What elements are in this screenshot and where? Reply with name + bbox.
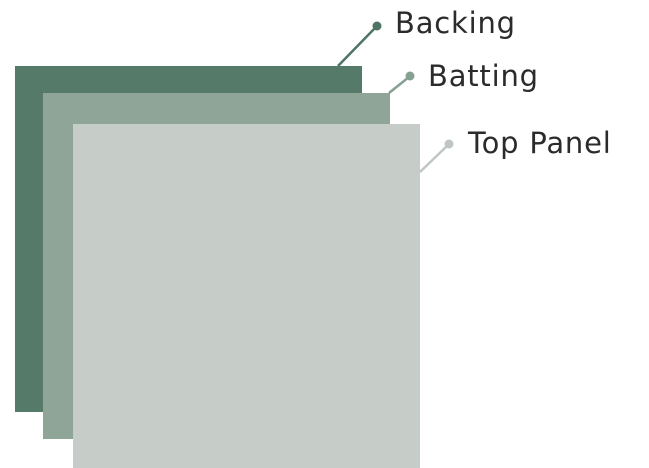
top-panel-label: Top Panel — [468, 126, 612, 160]
backing-label: Backing — [395, 6, 516, 40]
top-panel-layer — [73, 124, 420, 468]
top-panel-leader-dot — [444, 139, 454, 149]
batting-leader-line — [388, 76, 410, 94]
batting-leader-dot — [405, 71, 415, 81]
batting-label: Batting — [428, 59, 539, 93]
top-panel-leader-line — [419, 144, 449, 173]
backing-leader-line — [337, 26, 377, 67]
backing-leader-dot — [372, 21, 382, 31]
